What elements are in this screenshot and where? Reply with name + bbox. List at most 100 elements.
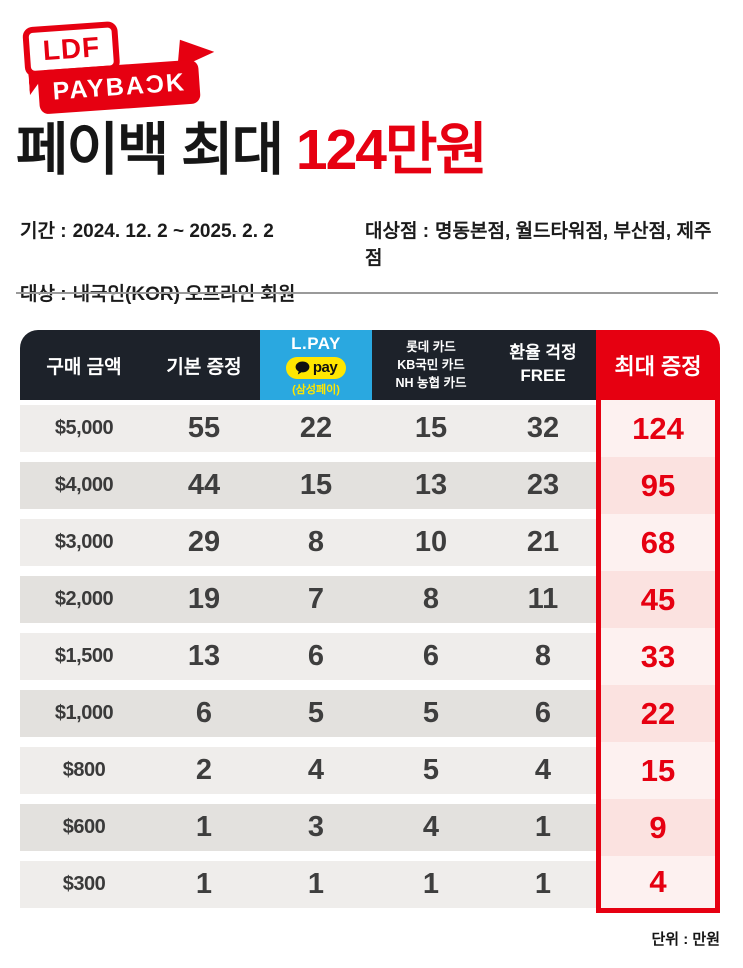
- table-row: $600 1 3 4 1 9: [20, 799, 720, 856]
- cell-lpay-gift: 7: [307, 583, 325, 615]
- cell-fx-free-gift: 6: [534, 697, 552, 729]
- target-value: 내국인(KOR) 오프라인 회원: [72, 284, 296, 305]
- cell-basic-gift: 2: [195, 754, 213, 786]
- cell-card-gift: 13: [414, 469, 448, 501]
- cell-card-gift: 6: [422, 640, 440, 672]
- table-row: $1,000 6 5 5 6 22: [20, 685, 720, 742]
- stores-value: 명동본점, 월드타워점, 부산점, 제주점: [365, 221, 712, 269]
- cell-lpay-gift: 4: [307, 754, 325, 786]
- card-line-nh: NH 농협 카드: [395, 376, 467, 391]
- cell-lpay-gift: 3: [307, 811, 325, 843]
- logo-payback-text: PAYBAƆK: [51, 67, 187, 106]
- cell-basic-gift: 1: [195, 868, 213, 900]
- table-row: $300 1 1 1 1 4: [20, 856, 720, 913]
- cell-purchase-amount: $4,000: [54, 474, 114, 496]
- cell-max-gift: 4: [596, 856, 720, 913]
- th-purchase-amount: 구매 금액: [20, 330, 148, 400]
- th-lpay: L.PAY pay (삼성페이): [260, 330, 372, 400]
- th-basic-label: 기본 증정: [166, 356, 242, 378]
- cell-max-gift: 22: [596, 685, 720, 742]
- unit-note: 단위 : 만원: [651, 931, 720, 948]
- th-cards: 롯데 카드 KB국민 카드 NH 농협 카드: [372, 330, 490, 400]
- cell-basic-gift: 44: [187, 469, 221, 501]
- title-red-amount: 124만원: [295, 118, 488, 182]
- cell-max-gift: 15: [596, 742, 720, 799]
- cell-card-gift: 8: [422, 583, 440, 615]
- card-line-kb: KB국민 카드: [397, 357, 465, 372]
- cell-max-gift: 45: [596, 571, 720, 628]
- lpay-label: L.PAY: [291, 333, 341, 353]
- table-row-left: $1,500 13 6 6 8: [20, 628, 596, 685]
- table-row-left: $300 1 1 1 1: [20, 856, 596, 913]
- table-row: $5,000 55 22 15 32 124: [20, 400, 720, 457]
- th-basic-gift: 기본 증정: [148, 330, 260, 400]
- cell-purchase-amount: $600: [62, 816, 106, 838]
- cell-basic-gift: 29: [187, 526, 221, 558]
- card-line-lotte: 롯데 카드: [406, 339, 456, 354]
- cell-card-gift: 10: [414, 526, 448, 558]
- table-row-left: $600 1 3 4 1: [20, 799, 596, 856]
- table-row: $3,000 29 8 10 21 68: [20, 514, 720, 571]
- kakao-speech-bubble-icon: [295, 360, 310, 375]
- promo-info: 기간 :2024. 12. 2 ~ 2025. 2. 2 대상점 : 명동본점, …: [20, 216, 723, 315]
- cell-basic-gift: 19: [187, 583, 221, 615]
- table-row: $4,000 44 15 13 23 95: [20, 457, 720, 514]
- table-row-left: $800 2 4 5 4: [20, 742, 596, 799]
- cell-lpay-gift: 5: [307, 697, 325, 729]
- cell-purchase-amount: $5,000: [54, 417, 114, 439]
- cell-fx-free-gift: 21: [526, 526, 560, 558]
- th-purchase-label: 구매 금액: [46, 356, 122, 378]
- cell-lpay-gift: 8: [307, 526, 325, 558]
- table-row: $2,000 19 7 8 11 45: [20, 571, 720, 628]
- cell-fx-free-gift: 1: [534, 868, 552, 900]
- info-row-2: 대상 : 내국인(KOR) 오프라인 회원: [20, 279, 723, 306]
- period-value: 2024. 12. 2 ~ 2025. 2. 2: [72, 221, 274, 242]
- cell-lpay-gift: 22: [299, 412, 333, 444]
- samsung-pay-note: (삼성페이): [292, 383, 340, 396]
- cell-fx-free-gift: 1: [534, 811, 552, 843]
- cell-purchase-amount: $1,000: [54, 702, 114, 724]
- cell-card-gift: 4: [422, 811, 440, 843]
- cell-max-gift: 33: [596, 628, 720, 685]
- cell-lpay-gift: 6: [307, 640, 325, 672]
- cell-lpay-gift: 15: [299, 469, 333, 501]
- info-period: 기간 :2024. 12. 2 ~ 2025. 2. 2: [20, 216, 365, 270]
- cell-purchase-amount: $3,000: [54, 531, 114, 553]
- table-header-row: 구매 금액 기본 증정 L.PAY pay (삼성페이) 롯데: [20, 330, 720, 400]
- info-stores: 대상점 : 명동본점, 월드타워점, 부산점, 제주점: [365, 216, 723, 270]
- cell-max-gift: 68: [596, 514, 720, 571]
- page-title: 페이백 최대 124만원: [16, 104, 488, 186]
- table-body: $5,000 55 22 15 32 124 $4,000 44 15 13 2…: [20, 400, 720, 913]
- stores-label: 대상점 :: [365, 221, 430, 242]
- section-divider: [16, 292, 718, 294]
- cell-basic-gift: 1: [195, 811, 213, 843]
- cell-max-gift: 95: [596, 457, 720, 514]
- cell-purchase-amount: $1,500: [54, 645, 114, 667]
- cell-purchase-amount: $800: [62, 759, 106, 781]
- cell-card-gift: 5: [422, 754, 440, 786]
- fx-line-1: 환율 걱정: [509, 343, 577, 363]
- cell-basic-gift: 13: [187, 640, 221, 672]
- cell-card-gift: 5: [422, 697, 440, 729]
- title-black-text: 페이백 최대: [16, 118, 296, 182]
- fx-line-2: FREE: [520, 366, 566, 385]
- cell-basic-gift: 6: [195, 697, 213, 729]
- table-row: $1,500 13 6 6 8 33: [20, 628, 720, 685]
- cell-basic-gift: 55: [187, 412, 221, 444]
- th-max-label: 최대 증정: [614, 354, 702, 379]
- cell-max-gift: 9: [596, 799, 720, 856]
- table-row-left: $3,000 29 8 10 21: [20, 514, 596, 571]
- table-row-left: $5,000 55 22 15 32: [20, 400, 596, 457]
- kakaopay-badge: pay: [285, 356, 347, 379]
- table-header-left: 구매 금액 기본 증정 L.PAY pay (삼성페이) 롯데: [20, 330, 596, 400]
- info-target: 대상 : 내국인(KOR) 오프라인 회원: [20, 279, 365, 306]
- payback-table: 구매 금액 기본 증정 L.PAY pay (삼성페이) 롯데: [20, 330, 720, 913]
- target-label: 대상 :: [20, 284, 67, 305]
- kakaopay-text: pay: [312, 359, 338, 376]
- logo-ldf-text: LDF: [41, 31, 102, 67]
- table-row: $800 2 4 5 4 15: [20, 742, 720, 799]
- cell-fx-free-gift: 8: [534, 640, 552, 672]
- cell-fx-free-gift: 23: [526, 469, 560, 501]
- th-max-gift: 최대 증정: [596, 330, 720, 400]
